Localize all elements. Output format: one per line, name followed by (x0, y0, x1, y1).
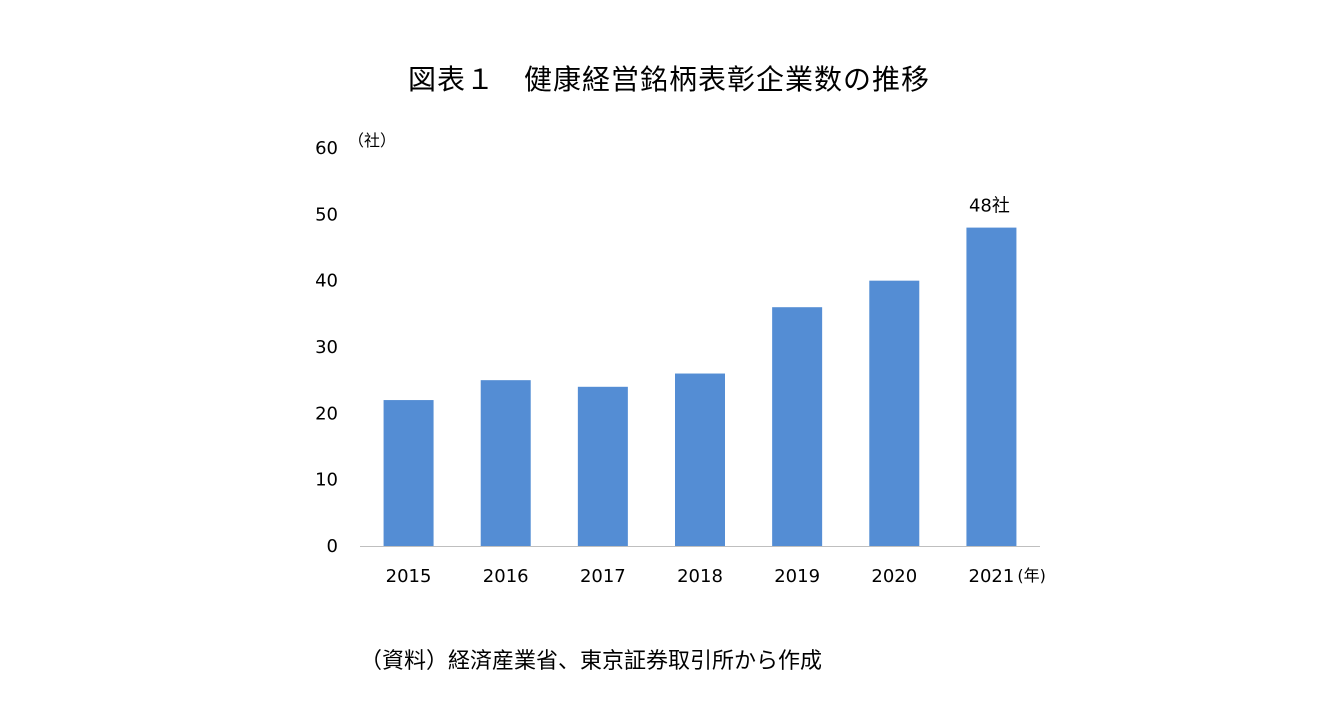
y-tick-label: 60 (315, 138, 338, 159)
y-tick-label: 10 (315, 470, 338, 491)
bar (966, 227, 1017, 546)
data-label: 48社 (969, 196, 1010, 217)
chart-title: 図表１ 健康経営銘柄表彰企業数の推移 (407, 63, 930, 96)
y-tick-label: 40 (315, 271, 338, 292)
x-tick-label: 2020 (871, 566, 917, 587)
x-tick-label: 2017 (580, 566, 626, 587)
x-tick-label: 2019 (774, 566, 820, 587)
x-axis-unit: (年) (1017, 566, 1046, 585)
y-tick-label: 0 (327, 536, 338, 557)
x-tick-label: 2018 (677, 566, 723, 587)
source-note: （資料）経済産業省、東京証券取引所から作成 (360, 649, 823, 674)
bar (383, 400, 434, 546)
x-tick-label: 2016 (483, 566, 529, 587)
y-tick-label: 30 (315, 337, 338, 358)
bar (869, 280, 920, 546)
bar (675, 373, 725, 546)
bar (772, 307, 823, 546)
y-tick-label: 50 (315, 204, 338, 225)
y-axis-unit: （社） (348, 131, 396, 150)
bar (480, 380, 531, 546)
y-tick-label: 20 (315, 403, 338, 424)
bar (577, 386, 628, 546)
x-tick-label: 2015 (386, 566, 432, 587)
x-tick-label: 2021 (969, 566, 1015, 587)
